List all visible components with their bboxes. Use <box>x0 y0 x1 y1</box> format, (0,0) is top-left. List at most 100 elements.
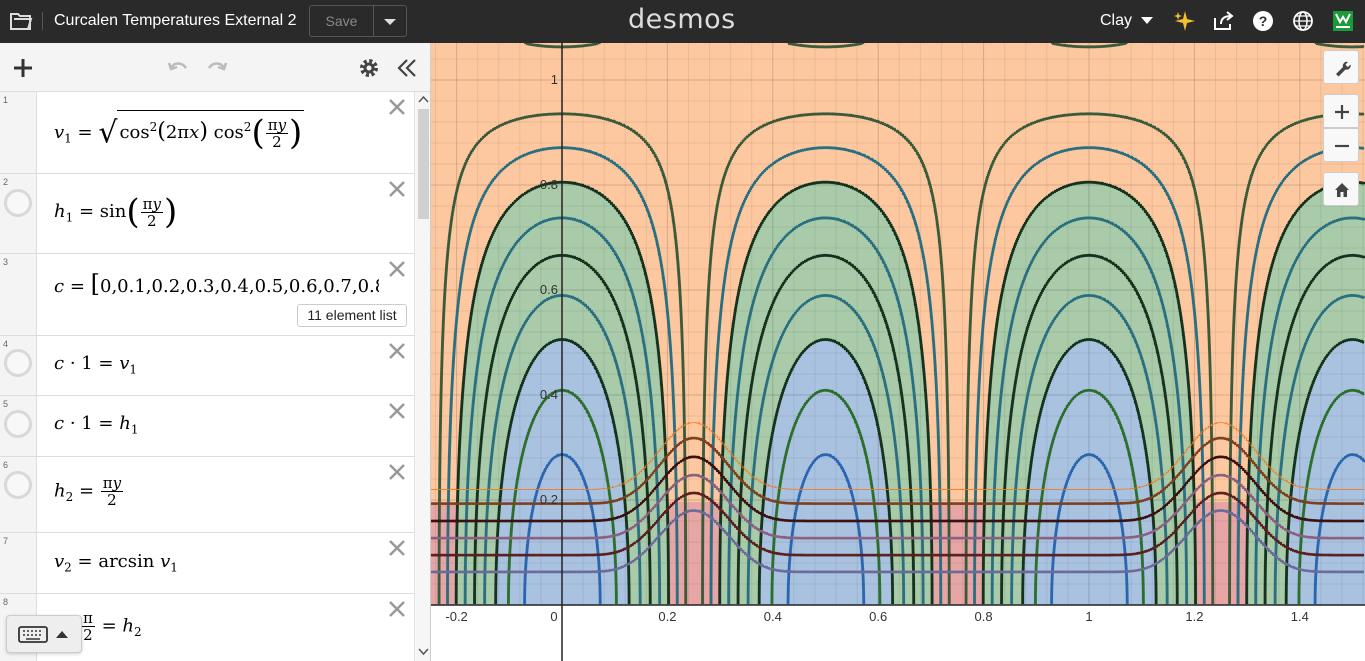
expression-list: 1 v1 = √ cos2(2πx) cos2(πy 2) 2 h1 = sin(π… <box>0 92 414 661</box>
expression-math[interactable]: v1 = √ cos2(2πx) cos2(πy 2) <box>54 110 304 153</box>
expression-math[interactable]: h1 = sin(πy 2) <box>54 192 177 232</box>
y-tick-label: 0.4 <box>540 387 558 402</box>
expression-number: 1 <box>3 95 8 105</box>
below-axis-area <box>431 605 1365 661</box>
expression-number: 4 <box>3 339 8 349</box>
delete-expression-icon[interactable] <box>388 402 406 420</box>
expression-toolbar <box>0 43 431 92</box>
sparkle-icon[interactable] <box>1174 10 1196 32</box>
expression-number: 2 <box>3 177 8 187</box>
chevron-down-icon[interactable] <box>1141 17 1153 24</box>
home-icon <box>1334 182 1350 198</box>
delete-expression-icon[interactable] <box>388 600 406 618</box>
gear-icon[interactable] <box>357 56 381 80</box>
collapse-panel-icon[interactable] <box>395 56 419 80</box>
plus-icon <box>1334 104 1350 120</box>
expression-math[interactable]: h2 = πy 2 <box>54 475 124 508</box>
divider <box>42 12 43 30</box>
svg-text:?: ? <box>1259 13 1268 29</box>
undo-icon[interactable] <box>166 56 190 80</box>
expression-gutter: 2 <box>0 174 37 253</box>
y-tick-label: 0.6 <box>540 282 558 297</box>
zoom-out-button[interactable] <box>1323 128 1359 162</box>
keyboard-toggle-button[interactable] <box>6 615 82 653</box>
graph-title[interactable]: Curcalen Temperatures External 2 <box>54 12 297 30</box>
chevron-down-icon <box>384 19 396 25</box>
expression-math[interactable]: c = [0,0.1,0.2,0.3,0.4,0.5,0.6,0.7,0.8,0 <box>54 270 379 298</box>
x-tick-label: 0.2 <box>658 609 676 624</box>
delete-expression-icon[interactable] <box>388 180 406 198</box>
color-toggle-icon[interactable] <box>4 410 32 438</box>
delete-expression-icon[interactable] <box>388 260 406 278</box>
expression-math[interactable]: c · 1 = v1 <box>54 353 137 377</box>
color-toggle-icon[interactable] <box>4 189 32 217</box>
graph-canvas[interactable]: -0.2 0 0.2 0.4 0.6 0.8 1 1.2 1.4 1 0.8 0.6 0.4 0.2 <box>431 43 1365 661</box>
chevron-up-icon[interactable] <box>418 95 429 104</box>
delete-expression-icon[interactable] <box>388 463 406 481</box>
scrollbar-thumb[interactable] <box>418 109 429 219</box>
x-tick-label: 0.6 <box>869 609 887 624</box>
keyboard-icon <box>18 626 48 643</box>
expression-math[interactable]: v2 = arcsin v1 <box>54 551 178 575</box>
expression-item[interactable]: 5 c · 1 = h1 <box>0 396 414 457</box>
y-tick-label: 0.2 <box>540 492 558 507</box>
expression-number: 8 <box>3 597 8 607</box>
redo-icon[interactable] <box>205 56 229 80</box>
expression-item[interactable]: 4 c · 1 = v1 <box>0 336 414 396</box>
x-tick-label: 0 <box>550 609 557 624</box>
open-graphs-icon[interactable] <box>9 10 33 32</box>
expression-math[interactable]: c · 1 = h1 <box>54 413 138 437</box>
list-values: 0,0.1,0.2,0.3,0.4,0.5,0.6,0.7,0.8,0 <box>100 276 379 297</box>
x-tick-label: 1 <box>1085 609 1092 624</box>
y-tick-label: 1 <box>551 72 558 87</box>
logo: desmos <box>628 4 736 35</box>
x-tick-label: 1.4 <box>1291 609 1309 624</box>
graph-settings-button[interactable] <box>1323 50 1359 84</box>
x-tick-label: -0.2 <box>445 609 467 624</box>
expression-scrollbar[interactable] <box>414 92 431 661</box>
expression-panel: 1 v1 = √ cos2(2πx) cos2(πy 2) 2 h1 = sin(π… <box>0 43 431 661</box>
user-menu[interactable]: Clay <box>1100 12 1132 30</box>
save-button[interactable]: Save <box>309 5 374 37</box>
top-bar: Curcalen Temperatures External 2 Save de… <box>0 0 1365 43</box>
expression-number: 6 <box>3 460 8 470</box>
globe-icon[interactable] <box>1292 10 1314 32</box>
expression-gutter: 5 <box>0 396 37 456</box>
expression-gutter: 4 <box>0 336 37 395</box>
zoom-in-button[interactable] <box>1323 94 1359 128</box>
expression-number: 5 <box>3 399 8 409</box>
expression-number: 7 <box>3 536 8 546</box>
expression-gutter: 3 <box>0 254 37 335</box>
x-tick-label: 0.8 <box>975 609 993 624</box>
expression-number: 3 <box>3 257 8 267</box>
x-tick-label: 1.2 <box>1185 609 1203 624</box>
expression-item[interactable]: 3 c = [0,0.1,0.2,0.3,0.4,0.5,0.6,0.7,0.8… <box>0 254 414 336</box>
chevron-up-icon <box>56 630 68 638</box>
minus-icon <box>1334 138 1350 154</box>
expression-gutter: 7 <box>0 533 37 593</box>
expression-gutter: 6 <box>0 457 37 532</box>
delete-expression-icon[interactable] <box>388 342 406 360</box>
default-viewport-button[interactable] <box>1323 172 1359 206</box>
delete-expression-icon[interactable] <box>388 539 406 557</box>
help-icon[interactable]: ? <box>1252 10 1274 32</box>
wrench-icon <box>1333 59 1351 77</box>
color-toggle-icon[interactable] <box>4 349 32 377</box>
add-item-icon[interactable] <box>11 56 35 80</box>
list-info-badge: 11 element list <box>297 304 407 327</box>
share-icon[interactable] <box>1212 10 1234 32</box>
chevron-down-icon[interactable] <box>418 647 429 656</box>
expression-item[interactable]: 2 h1 = sin(πy 2) <box>0 174 414 254</box>
graph-paper[interactable]: -0.2 0 0.2 0.4 0.6 0.8 1 1.2 1.4 1 0.8 0.6 0.4 0.2 <box>431 43 1365 661</box>
x-tick-label: 0.4 <box>764 609 782 624</box>
avatar[interactable] <box>1332 10 1354 32</box>
expression-item[interactable]: 1 v1 = √ cos2(2πx) cos2(πy 2) <box>0 92 414 174</box>
save-dropdown-button[interactable] <box>374 5 407 37</box>
expression-item[interactable]: 6 h2 = πy 2 <box>0 457 414 533</box>
expression-item[interactable]: 7 v2 = arcsin v1 <box>0 533 414 594</box>
color-toggle-icon[interactable] <box>4 471 32 499</box>
delete-expression-icon[interactable] <box>388 98 406 116</box>
y-tick-label: 0.8 <box>540 177 558 192</box>
expression-gutter: 1 <box>0 92 37 173</box>
